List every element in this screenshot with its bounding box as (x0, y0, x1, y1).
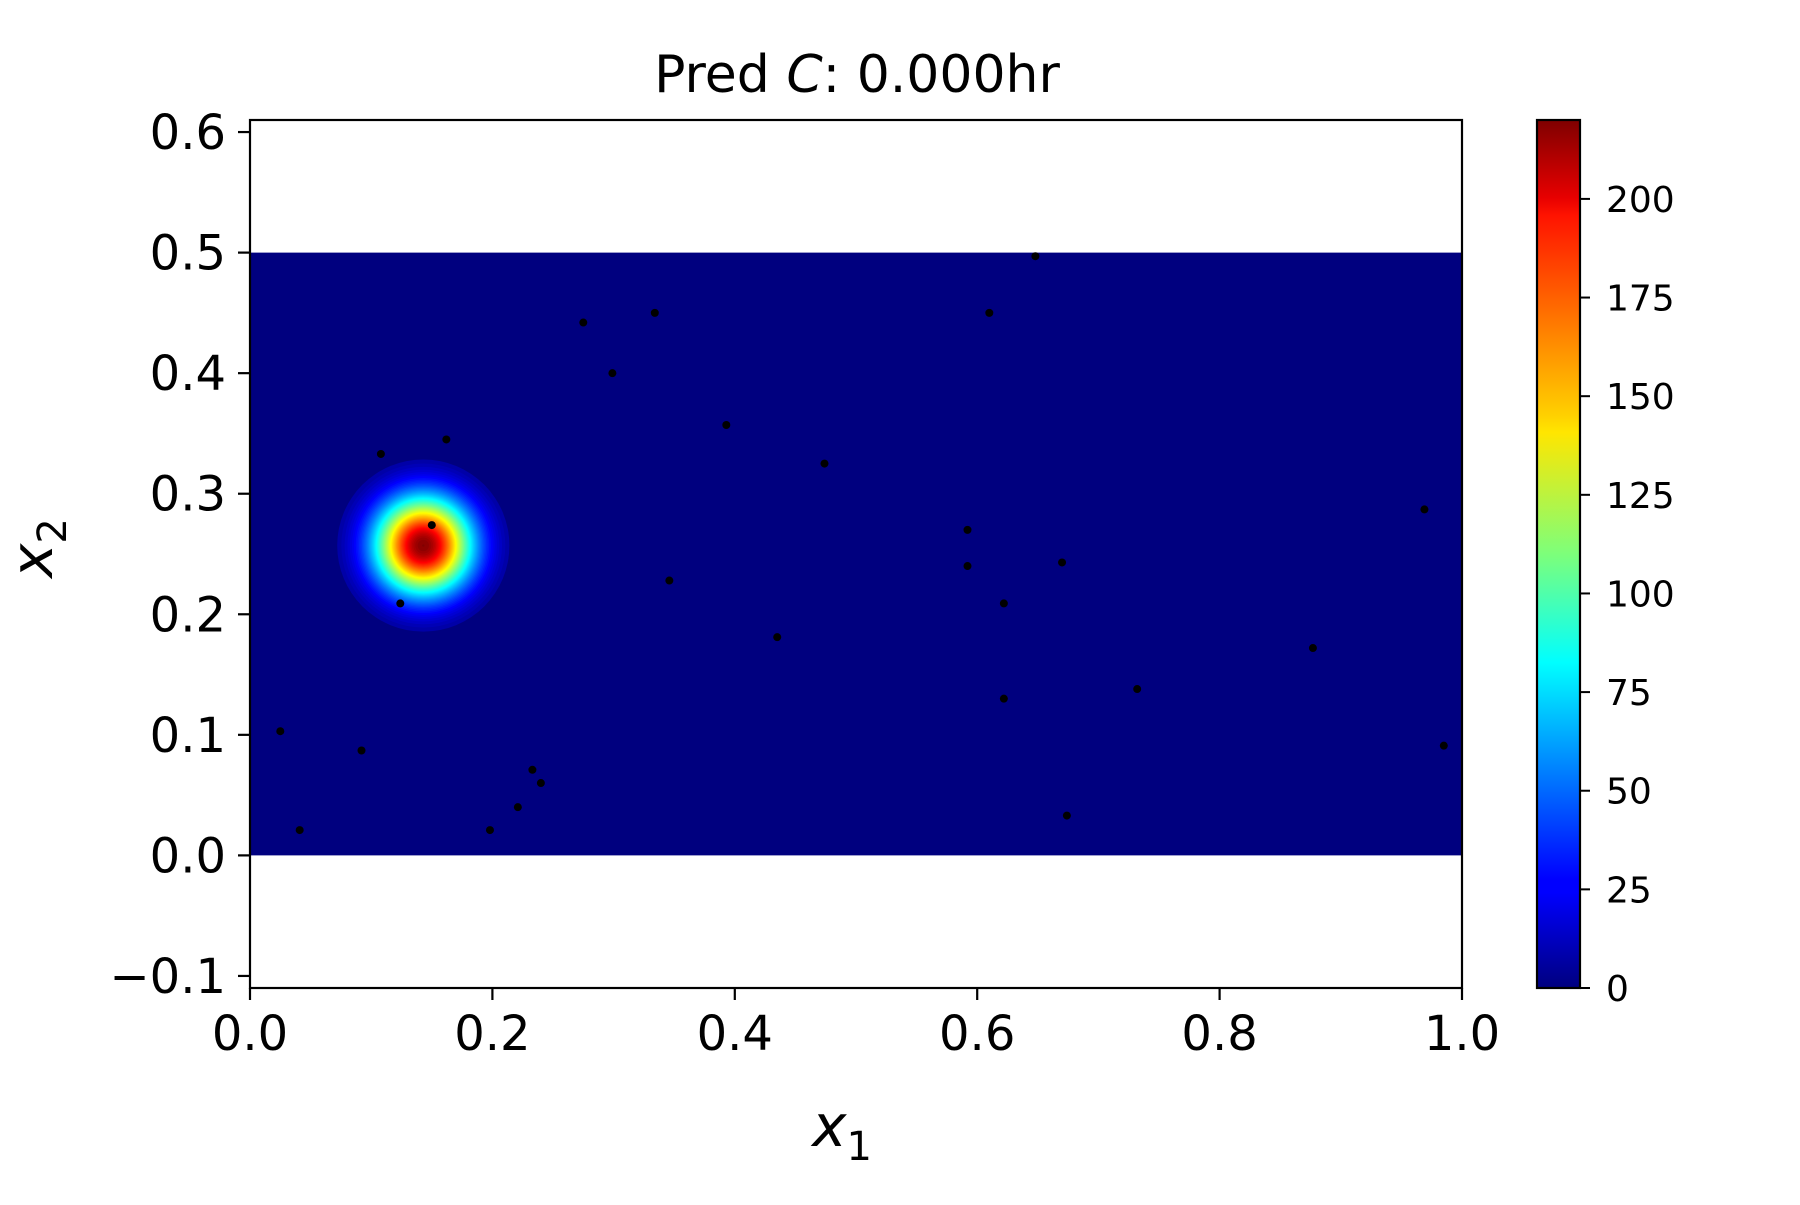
sensor-points (276, 252, 1448, 835)
sensor-point (1308, 644, 1317, 653)
colorbar-tick-label: 0 (1606, 969, 1629, 1010)
concentration-plume (337, 459, 510, 632)
x-axis: 0.0 0.2 0.4 0.6 0.8 1.0 (212, 988, 1500, 1062)
sensor-point (376, 449, 385, 458)
colorbar-ticks: 0 25 50 75 100 125 150 175 200 (1580, 180, 1675, 1010)
y-tick-label: 0.4 (150, 346, 226, 402)
sensor-point (1031, 252, 1040, 261)
sensor-point (295, 826, 304, 835)
y-tick-label: 0.5 (150, 226, 226, 282)
sensor-point (276, 727, 285, 736)
sensor-point (1058, 558, 1067, 567)
sensor-point (1133, 685, 1142, 694)
x-axis-label: x1 (810, 1092, 872, 1170)
y-tick-label: 0.2 (150, 587, 226, 643)
sensor-point (608, 369, 617, 378)
sensor-point (773, 633, 782, 642)
sensor-point (820, 459, 829, 468)
sensor-point (985, 308, 994, 317)
sensor-point (1439, 741, 1448, 750)
sensor-point (513, 803, 522, 812)
colorbar-tick-label: 175 (1606, 279, 1675, 320)
x-tick-label: 1.0 (1424, 1006, 1500, 1062)
sensor-point (528, 765, 537, 774)
colorbar-gradient (1535, 118, 1582, 990)
colorbar-tick-label: 150 (1606, 377, 1675, 418)
y-axis: −0.1 0.0 0.1 0.2 0.3 0.4 0.5 0.6 (109, 105, 250, 1005)
chart-title: Pred C: 0.000hr (654, 45, 1060, 105)
sensor-point (427, 521, 436, 530)
sensor-point (442, 435, 451, 444)
sensor-point (536, 779, 545, 788)
x-tick-label: 0.2 (454, 1006, 530, 1062)
y-tick-label: 0.0 (150, 828, 226, 884)
colorbar: 0 25 50 75 100 125 150 175 200 (1535, 118, 1675, 1010)
colorbar-tick-label: 200 (1606, 180, 1675, 221)
x-tick-label: 0.6 (939, 1006, 1015, 1062)
sensor-point (999, 694, 1008, 703)
sensor-point (650, 308, 659, 317)
sensor-point (1420, 505, 1429, 514)
x-tick-label: 0.8 (1181, 1006, 1257, 1062)
colorbar-tick-label: 50 (1606, 772, 1652, 813)
sensor-point (999, 599, 1008, 608)
y-tick-label: 0.6 (150, 105, 226, 161)
sensor-point (579, 318, 588, 327)
sensor-point (665, 576, 674, 585)
sensor-point (485, 826, 494, 835)
colorbar-tick-label: 25 (1606, 870, 1652, 911)
plot-frame (248, 118, 1464, 990)
y-tick-label: 0.3 (150, 467, 226, 523)
colorbar-tick-label: 125 (1606, 476, 1675, 517)
sensor-point (963, 525, 972, 534)
sensor-point (963, 562, 972, 571)
y-axis-label: x2 (0, 518, 76, 580)
sensor-point (357, 746, 366, 755)
plume-contour (422, 544, 425, 547)
y-tick-label: 0.1 (150, 708, 226, 764)
sensor-point (396, 599, 405, 608)
colorbar-tick-label: 75 (1606, 673, 1652, 714)
colorbar-tick-label: 100 (1606, 574, 1675, 615)
y-tick-label: −0.1 (109, 949, 226, 1005)
sensor-point (722, 421, 731, 430)
x-tick-label: 0.0 (212, 1006, 288, 1062)
plot-area (248, 118, 1464, 990)
x-tick-label: 0.4 (697, 1006, 773, 1062)
sensor-point (1062, 811, 1071, 820)
